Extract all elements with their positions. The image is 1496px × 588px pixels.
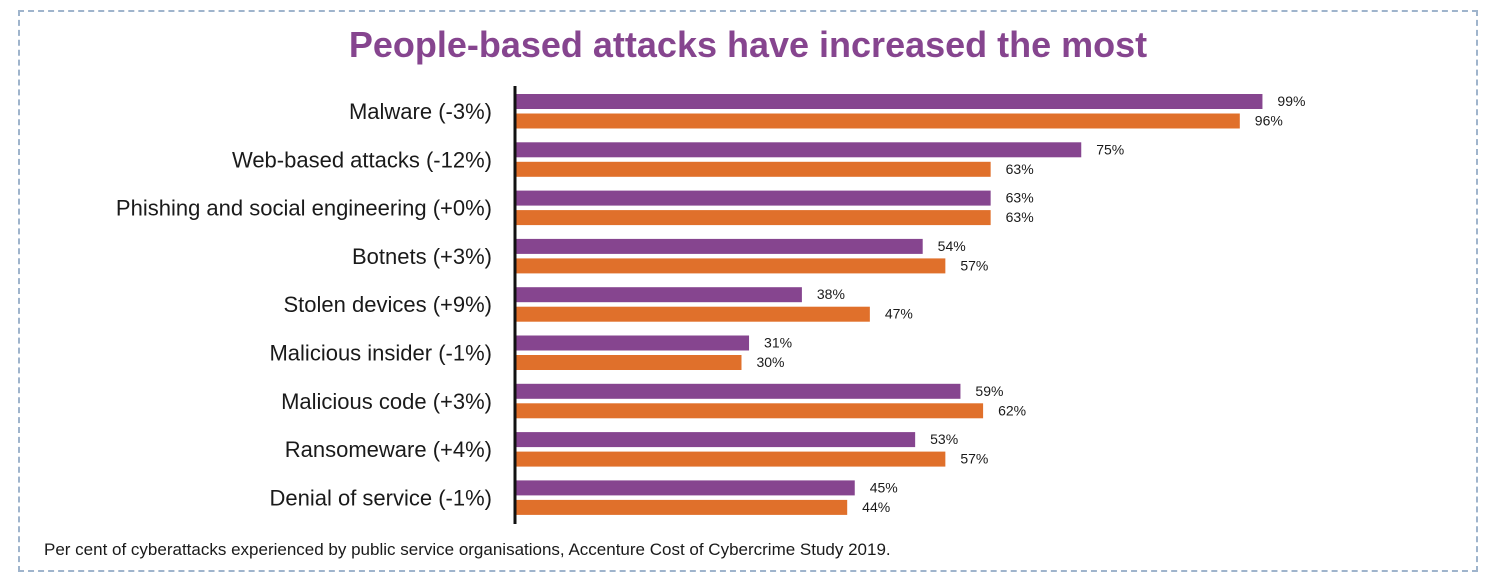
bar <box>515 383 961 399</box>
bar-group: Web-based attacks (-12%) 75% 63% <box>232 141 1124 177</box>
bar <box>515 258 946 274</box>
bar-group: Malicious insider (-1%) 31% 30% <box>269 335 792 370</box>
category-label: Phishing and social engineering (+0%) <box>116 196 492 221</box>
bar <box>515 142 1082 158</box>
bar <box>515 306 870 322</box>
bar <box>515 403 984 419</box>
data-label: 47% <box>885 306 913 322</box>
bar <box>515 499 848 515</box>
data-label: 63% <box>1006 209 1034 225</box>
category-label: Web-based attacks (-12%) <box>232 147 492 172</box>
data-label: 63% <box>1006 190 1034 206</box>
bar <box>515 355 742 370</box>
bar <box>515 480 855 496</box>
category-label: Ransomeware (+4%) <box>285 437 492 462</box>
category-label: Botnets (+3%) <box>352 244 492 269</box>
bar <box>515 238 923 254</box>
category-label: Denial of service (-1%) <box>269 485 492 510</box>
data-label: 57% <box>960 257 988 273</box>
category-label: Malicious code (+3%) <box>281 389 492 414</box>
data-label: 30% <box>756 354 784 370</box>
bar <box>515 190 991 206</box>
data-label: 75% <box>1096 141 1124 157</box>
bar <box>515 335 750 351</box>
data-label: 54% <box>938 238 966 254</box>
data-label: 96% <box>1255 113 1283 129</box>
bar <box>515 94 1263 109</box>
bar <box>515 210 991 226</box>
bar-group: Botnets (+3%) 54% 57% <box>352 238 988 274</box>
data-label: 45% <box>870 479 898 495</box>
data-label: 38% <box>817 286 845 302</box>
bar-group: Ransomeware (+4%) 53%57% <box>285 431 988 467</box>
bar <box>515 161 991 177</box>
bar <box>515 287 802 303</box>
category-label: Malicious insider (-1%) <box>269 341 492 366</box>
data-label: 59% <box>975 383 1003 399</box>
bar-group: Stolen devices (+9%) 38% 47% <box>284 286 913 322</box>
bar-group: Malware (-3%) 99% 96% <box>349 93 1305 129</box>
data-label: 99% <box>1277 93 1305 109</box>
bar-group: Phishing and social engineering (+0%) 63%… <box>116 190 1034 226</box>
data-label: 53% <box>930 431 958 447</box>
bar <box>515 432 916 448</box>
category-label: Stolen devices (+9%) <box>284 292 493 317</box>
data-label: 44% <box>862 499 890 515</box>
category-label: Malware (-3%) <box>349 99 492 124</box>
data-label: 62% <box>998 402 1026 418</box>
bar <box>515 451 946 467</box>
bar-group: Denial of service (-1%) 45% 44% <box>269 479 898 515</box>
chart-caption: Per cent of cyberattacks experienced by … <box>44 540 891 559</box>
data-label: 57% <box>960 451 988 467</box>
chart-title: People-based attacks have increased the … <box>348 24 1148 65</box>
bar-group: Malicious code (+3%) 59% 62% <box>281 383 1026 419</box>
bar <box>515 113 1240 129</box>
data-label: 31% <box>764 335 792 351</box>
data-label: 63% <box>1006 161 1034 177</box>
